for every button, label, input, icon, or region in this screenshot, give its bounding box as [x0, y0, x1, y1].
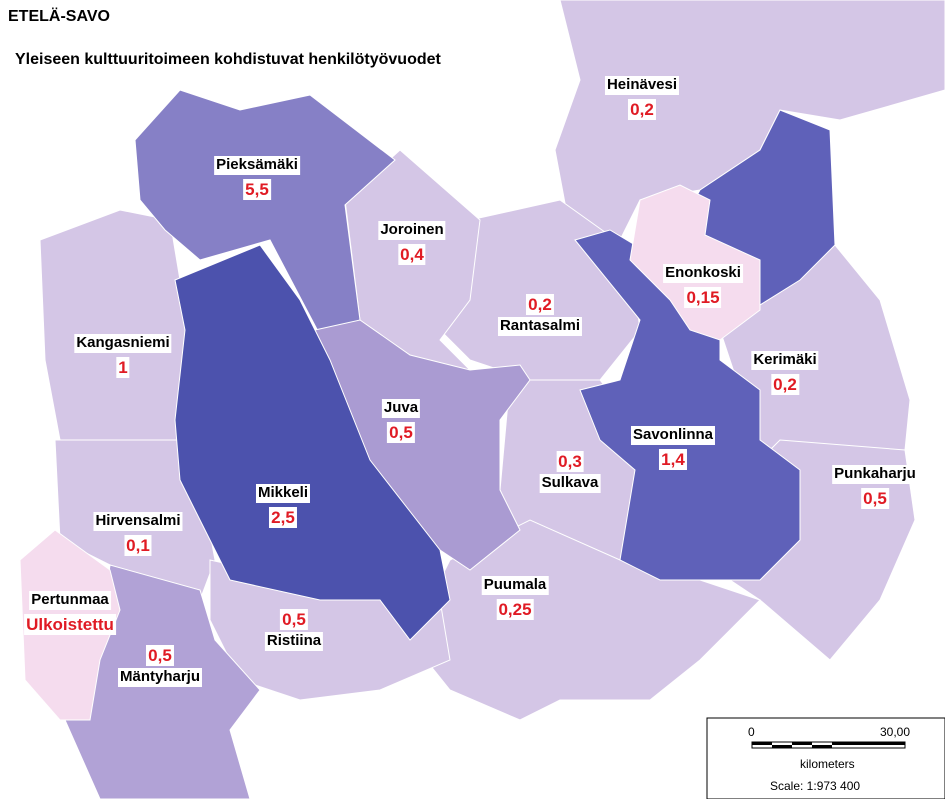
- region-name: Mikkeli: [255, 484, 311, 503]
- region-value: 0,5: [861, 488, 889, 510]
- region-value: 5,5: [243, 179, 271, 201]
- region-value: 1: [116, 357, 130, 379]
- region-name: Puumala: [481, 576, 549, 595]
- label: Joroinen 0,4: [378, 220, 446, 266]
- label: 0,3 Sulkava: [539, 447, 601, 493]
- scale-end: 30,00: [880, 725, 911, 739]
- region-name: Rantasalmi: [497, 317, 583, 336]
- region-value: 0,3: [556, 451, 584, 473]
- scale-unit: kilometers: [800, 757, 855, 771]
- region-name: Juva: [381, 399, 421, 418]
- label: Puumala 0,25: [481, 575, 549, 621]
- region-value: 1,4: [659, 449, 687, 471]
- label: Savonlinna 1,4: [630, 425, 716, 471]
- title: ETELÄ-SAVO: [8, 8, 110, 25]
- region-value: 2,5: [269, 507, 297, 529]
- label: Kerimäki 0,2: [751, 350, 819, 396]
- region-name: Punkaharju: [832, 465, 918, 484]
- label: Pieksämäki 5,5: [214, 155, 300, 201]
- scale-bar: [751, 741, 906, 749]
- region-value: 0,2: [628, 99, 656, 121]
- label: 0,5 Mäntyharju: [117, 641, 203, 687]
- label: Mikkeli 2,5: [255, 483, 311, 529]
- region-value: 0,15: [684, 287, 722, 309]
- region-puumala: [409, 519, 761, 721]
- region-value: 0,25: [496, 599, 534, 621]
- region-value: 0,5: [280, 609, 308, 631]
- region-mikkeli: [174, 244, 451, 641]
- region-value: 0,2: [771, 374, 799, 396]
- region-name: Enonkoski: [663, 264, 743, 283]
- region-name: Pertunmaa: [29, 591, 111, 610]
- subtitle: Yleiseen kulttuuritoimeen kohdistuvat he…: [15, 51, 441, 68]
- region-name: Savonlinna: [630, 426, 716, 445]
- label: Heinävesi 0,2: [604, 75, 680, 121]
- scale-start: 0: [748, 725, 755, 739]
- scale-box: [706, 717, 945, 799]
- region-name: Kerimäki: [751, 351, 819, 370]
- region-name: Mäntyharju: [117, 668, 203, 687]
- region-value: 0,5: [146, 645, 174, 667]
- label: Pertunmaa Ulkoistettu: [24, 590, 116, 636]
- region-value: 0,4: [398, 244, 426, 266]
- label: Kangasniemi 1: [74, 333, 172, 379]
- region-savonlinna: [574, 109, 836, 581]
- label: 0,2 Rantasalmi: [497, 290, 583, 336]
- region-name: Sulkava: [539, 474, 601, 493]
- label: Punkaharju 0,5: [832, 464, 918, 510]
- label: Juva 0,5: [381, 398, 421, 444]
- region-name: Kangasniemi: [74, 334, 172, 353]
- region-name: Heinävesi: [604, 76, 680, 95]
- region-name: Pieksämäki: [214, 156, 300, 175]
- region-enonkoski: [629, 184, 761, 341]
- label: Hirvensalmi 0,1: [93, 511, 183, 557]
- region-name: Joroinen: [378, 221, 446, 240]
- region-value: 0,5: [387, 422, 415, 444]
- label: 0,5 Ristiina: [264, 605, 324, 651]
- region-value: 0,2: [526, 294, 554, 316]
- region-value: Ulkoistettu: [24, 614, 116, 636]
- region-value: 0,1: [124, 535, 152, 557]
- label: Enonkoski 0,15: [663, 263, 743, 309]
- region-name: Ristiina: [264, 632, 324, 651]
- region-name: Hirvensalmi: [93, 512, 183, 531]
- scale-ratio: Scale: 1:973 400: [770, 779, 861, 793]
